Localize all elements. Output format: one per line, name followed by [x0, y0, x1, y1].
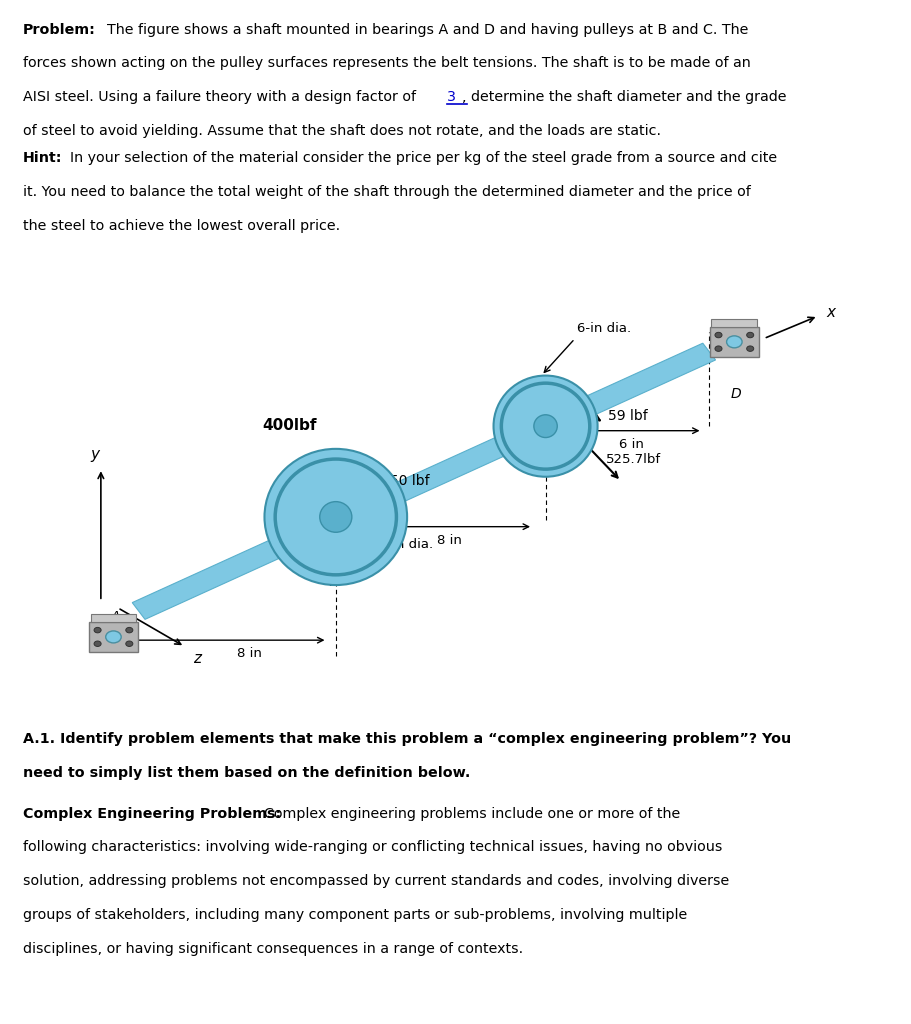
Polygon shape: [132, 343, 715, 620]
Text: 6 in: 6 in: [619, 438, 643, 452]
Text: x: x: [825, 305, 834, 321]
Circle shape: [746, 333, 752, 338]
Text: Problem:: Problem:: [23, 23, 96, 37]
FancyBboxPatch shape: [90, 613, 137, 622]
Ellipse shape: [533, 415, 557, 437]
Text: Complex engineering problems include one or more of the: Complex engineering problems include one…: [264, 807, 680, 820]
Text: 8-in dia.: 8-in dia.: [379, 538, 433, 551]
Circle shape: [726, 336, 742, 348]
Text: need to simply list them based on the definition below.: need to simply list them based on the de…: [23, 766, 470, 780]
Ellipse shape: [493, 376, 597, 477]
Text: following characteristics: involving wide-ranging or conflicting technical issue: following characteristics: involving wid…: [23, 841, 722, 854]
Text: 3: 3: [446, 90, 456, 104]
Ellipse shape: [320, 502, 352, 532]
Text: , determine the shaft diameter and the grade: , determine the shaft diameter and the g…: [462, 90, 786, 104]
Text: of steel to avoid yielding. Assume that the shaft does not rotate, and the loads: of steel to avoid yielding. Assume that …: [23, 124, 660, 138]
Circle shape: [126, 628, 133, 633]
Text: z: z: [193, 651, 201, 667]
Text: 59 lbf: 59 lbf: [608, 410, 648, 424]
Text: solution, addressing problems not encompassed by current standards and codes, in: solution, addressing problems not encomp…: [23, 874, 728, 888]
Text: 400lbf: 400lbf: [262, 418, 316, 432]
Text: The figure shows a shaft mounted in bearings A and D and having pulleys at B and: The figure shows a shaft mounted in bear…: [107, 23, 747, 37]
Text: C: C: [553, 442, 562, 457]
Text: 8 in: 8 in: [436, 535, 461, 548]
FancyBboxPatch shape: [709, 327, 758, 356]
Circle shape: [746, 346, 752, 351]
Circle shape: [714, 333, 722, 338]
Text: In your selection of the material consider the price per kg of the steel grade f: In your selection of the material consid…: [70, 151, 776, 165]
Text: 50 lbf: 50 lbf: [390, 474, 429, 488]
Text: 6-in dia.: 6-in dia.: [577, 323, 631, 336]
Circle shape: [126, 641, 133, 646]
Text: y: y: [90, 446, 99, 462]
Text: B: B: [326, 543, 336, 557]
FancyBboxPatch shape: [88, 622, 138, 652]
Text: 8 in: 8 in: [237, 647, 262, 659]
Circle shape: [714, 346, 722, 351]
Circle shape: [94, 641, 101, 646]
Text: D: D: [730, 387, 740, 400]
Text: Hint:: Hint:: [23, 151, 62, 165]
Text: A: A: [110, 610, 119, 624]
FancyBboxPatch shape: [711, 318, 756, 327]
Ellipse shape: [264, 449, 406, 585]
Text: 525.7lbf: 525.7lbf: [605, 454, 660, 466]
Text: A.1. Identify problem elements that make this problem a “complex engineering pro: A.1. Identify problem elements that make…: [23, 732, 790, 746]
Text: disciplines, or having significant consequences in a range of contexts.: disciplines, or having significant conse…: [23, 942, 522, 955]
Text: the steel to achieve the lowest overall price.: the steel to achieve the lowest overall …: [23, 218, 340, 232]
Text: Complex Engineering Problems:: Complex Engineering Problems:: [23, 807, 281, 820]
Circle shape: [106, 631, 121, 643]
Text: groups of stakeholders, including many component parts or sub-problems, involvin: groups of stakeholders, including many c…: [23, 908, 686, 922]
Text: AISI steel. Using a failure theory with a design factor of: AISI steel. Using a failure theory with …: [23, 90, 420, 104]
Text: forces shown acting on the pulley surfaces represents the belt tensions. The sha: forces shown acting on the pulley surfac…: [23, 56, 750, 71]
Circle shape: [94, 628, 101, 633]
Text: it. You need to balance the total weight of the shaft through the determined dia: it. You need to balance the total weight…: [23, 184, 750, 199]
